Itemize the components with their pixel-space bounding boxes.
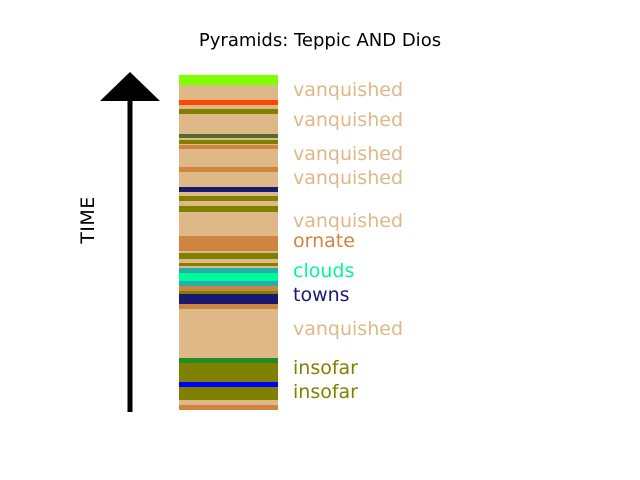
strata-band bbox=[179, 133, 278, 138]
strata-label: towns bbox=[293, 284, 350, 307]
strata-band bbox=[179, 167, 278, 173]
strata-band bbox=[179, 75, 278, 86]
strata-band bbox=[179, 272, 278, 282]
strata-band bbox=[179, 358, 278, 364]
strata-label: insofar bbox=[293, 381, 358, 404]
strata-band bbox=[179, 286, 278, 292]
strata-band bbox=[179, 386, 278, 400]
strata-band bbox=[179, 100, 278, 106]
strata-band bbox=[179, 281, 278, 287]
strata-band bbox=[179, 294, 278, 305]
strata-band bbox=[179, 206, 278, 212]
strata-column bbox=[179, 75, 278, 410]
strata-band bbox=[179, 267, 278, 273]
strata-band bbox=[179, 145, 278, 149]
strata-band bbox=[179, 291, 278, 295]
arrow-shaft bbox=[127, 98, 133, 412]
strata-band bbox=[179, 363, 278, 382]
arrow-head bbox=[100, 72, 160, 101]
strata-band bbox=[179, 304, 278, 310]
strata-label: clouds bbox=[293, 259, 355, 282]
strata-band bbox=[179, 262, 278, 266]
strata-label: ornate bbox=[293, 230, 355, 253]
strata-band bbox=[179, 186, 278, 192]
strata-label: vanquished bbox=[293, 143, 404, 166]
strata-label: vanquished bbox=[293, 79, 404, 102]
strata-label: insofar bbox=[293, 357, 358, 380]
time-axis-label: TIME bbox=[77, 196, 99, 244]
strata-band bbox=[179, 108, 278, 114]
chart-title: Pyramids: Teppic AND Dios bbox=[198, 30, 442, 51]
strata-band bbox=[179, 252, 278, 260]
strata-band bbox=[179, 195, 278, 201]
strata-label: vanquished bbox=[293, 210, 404, 233]
strata-band bbox=[179, 381, 278, 387]
strata-band bbox=[179, 140, 278, 144]
strata-band bbox=[179, 404, 278, 410]
strata-band bbox=[179, 235, 278, 251]
strata-label: vanquished bbox=[293, 317, 404, 340]
strata-label: vanquished bbox=[293, 167, 404, 190]
time-arrow-icon bbox=[100, 72, 160, 412]
strata-label: vanquished bbox=[293, 109, 404, 132]
